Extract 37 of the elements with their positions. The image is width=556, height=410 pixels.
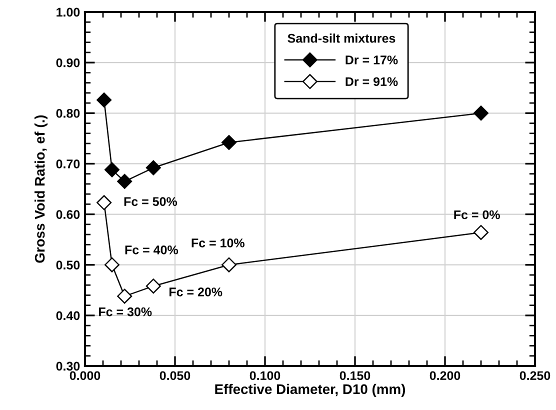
point — [146, 160, 161, 176]
point — [96, 92, 112, 108]
point — [474, 106, 488, 121]
point — [117, 288, 132, 304]
y-axis-title: Gross Void Ratio, ef (.) — [34, 115, 48, 263]
annotation: Fc = 20% — [170, 288, 222, 296]
point — [104, 162, 120, 178]
point — [117, 174, 132, 189]
y-tick-label: 0.90 — [56, 58, 80, 68]
x-tick-label: 0.000 — [70, 371, 100, 380]
point — [104, 257, 120, 272]
x-tick-label: 0.250 — [520, 371, 550, 380]
x-tick-label: 0.150 — [340, 371, 370, 380]
y-tick-label: 0.70 — [56, 160, 80, 168]
y-tick-label: 0.50 — [56, 260, 80, 270]
legend-title: Sand-silt mixtures — [288, 34, 396, 43]
legend-label: Dr = 17% — [346, 56, 398, 64]
y-tick-label: 0.40 — [56, 311, 80, 320]
x-tick-label: 0.200 — [430, 371, 460, 380]
y-tick-label: 0.60 — [56, 210, 80, 219]
y-tick-label: 0.30 — [56, 362, 80, 371]
annotation: Fc = 30% — [99, 307, 152, 316]
annotation: Fc = 40% — [125, 245, 178, 254]
x-tick-label: 0.100 — [250, 371, 280, 380]
legend-label: Dr = 91% — [346, 77, 398, 86]
annotation: Fc = 50% — [124, 197, 178, 206]
annotation: Fc = 0% — [454, 210, 500, 220]
x-tick-label: 0.050 — [160, 371, 190, 380]
y-tick-label: 0.80 — [56, 108, 80, 118]
y-tick-label: 1.00 — [56, 8, 80, 17]
x-axis-title: Effective Diameter, D10 (mm) — [215, 384, 406, 397]
point — [474, 224, 488, 240]
point — [96, 195, 112, 210]
annotation: Fc = 10% — [192, 238, 244, 248]
point — [146, 278, 161, 294]
point — [222, 257, 236, 272]
point — [222, 134, 236, 150]
